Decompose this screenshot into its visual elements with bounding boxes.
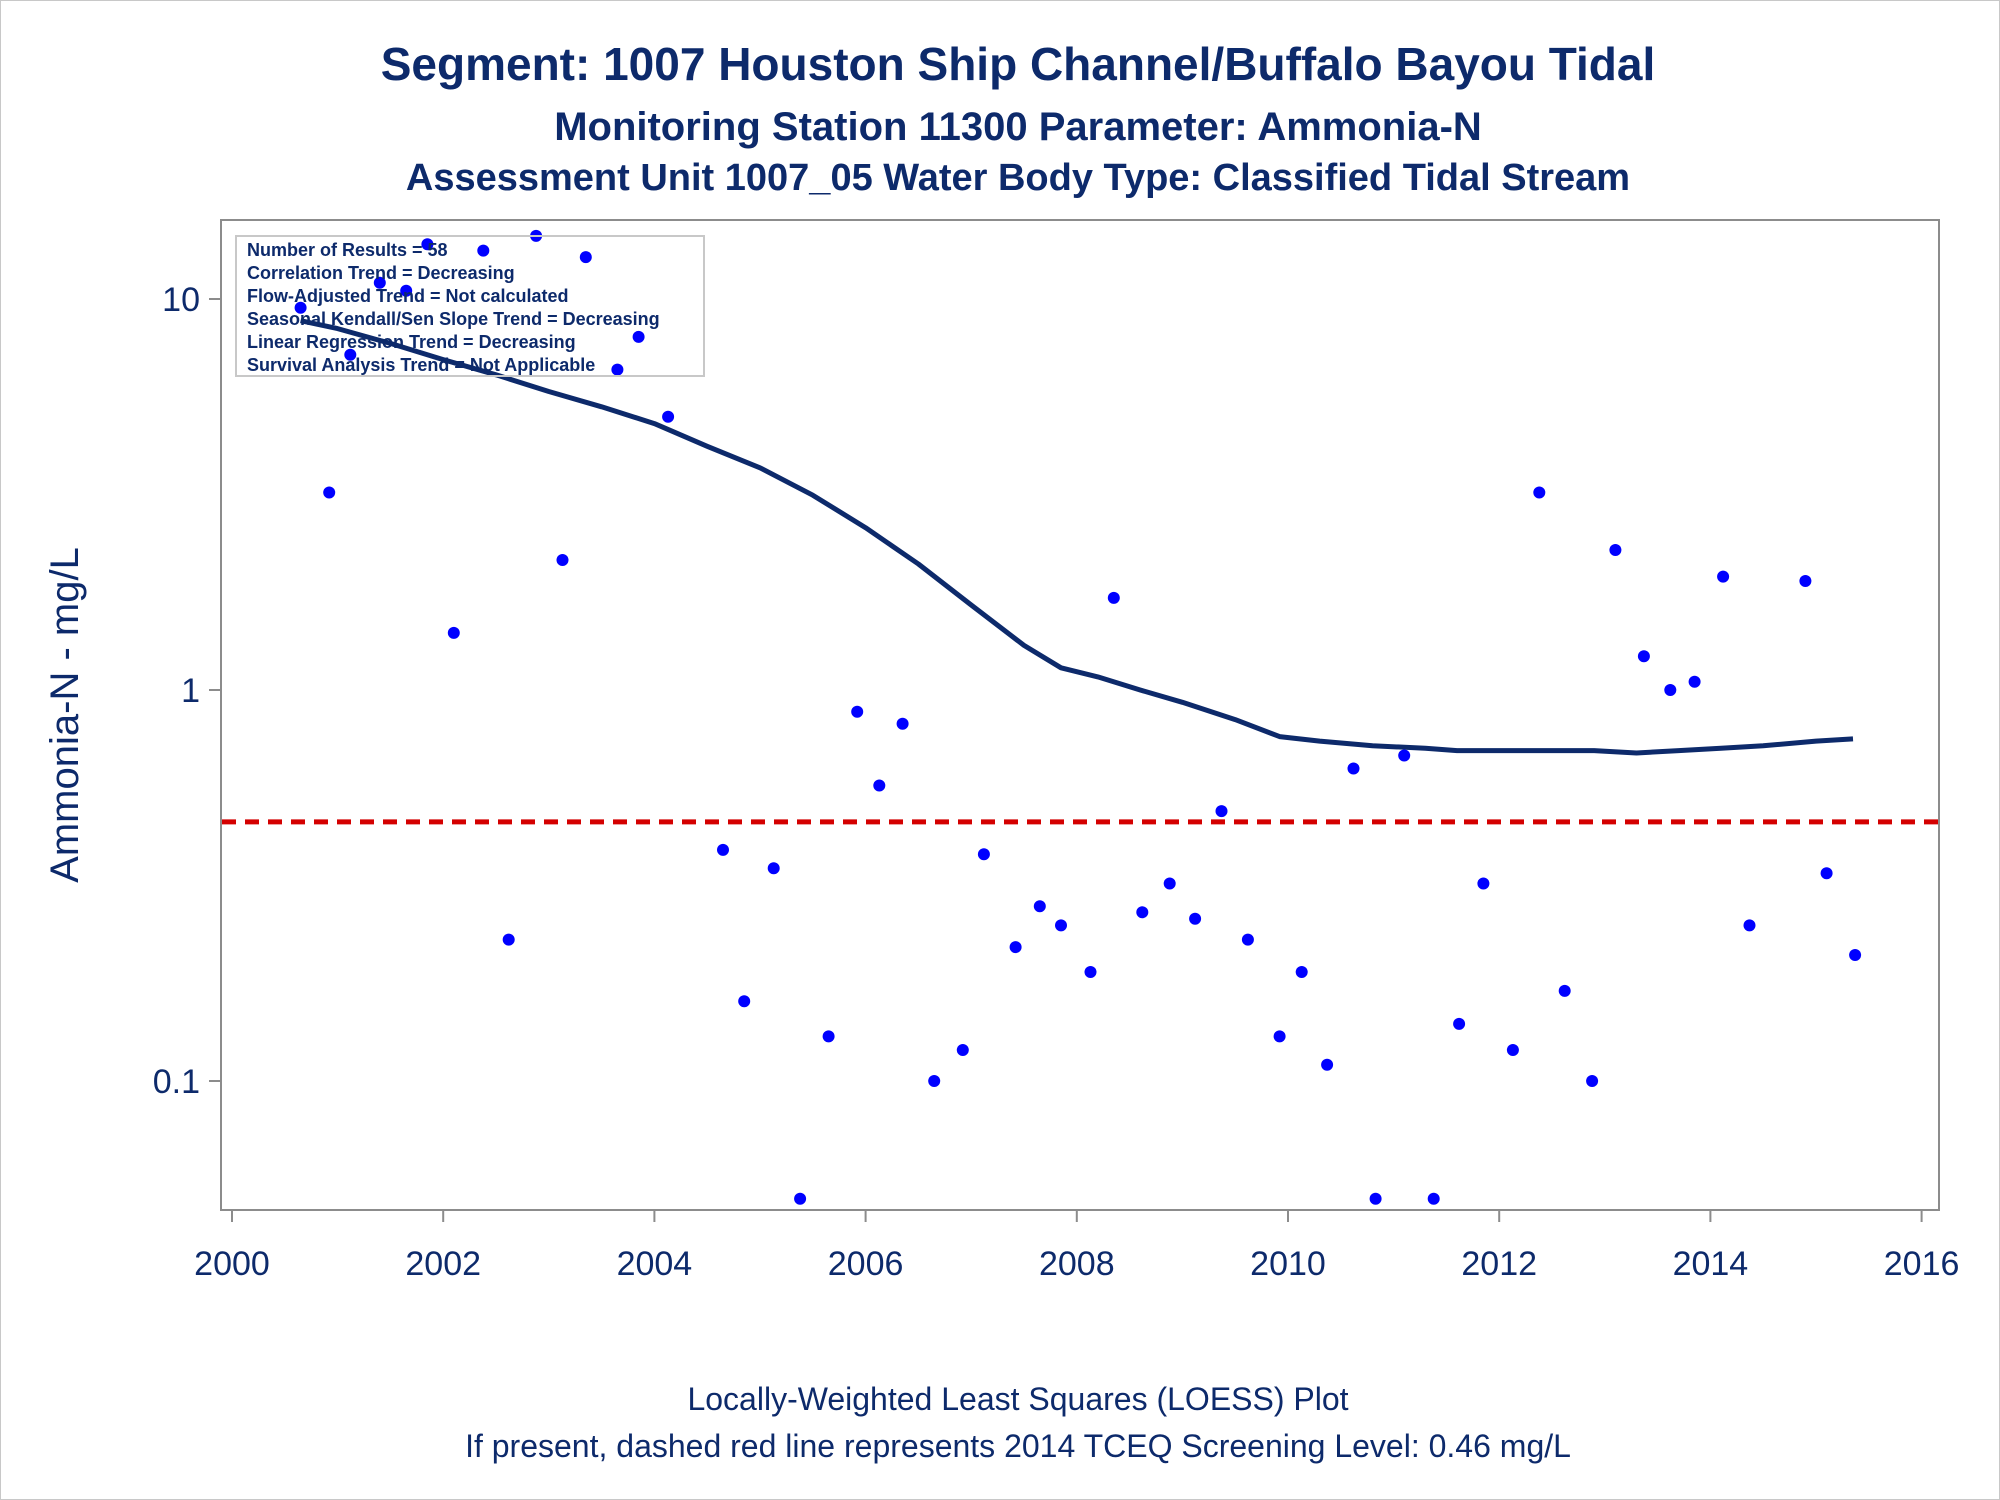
data-point bbox=[323, 486, 336, 499]
data-point bbox=[1398, 749, 1411, 762]
x-tick-label: 2012 bbox=[1461, 1245, 1537, 1283]
data-point bbox=[373, 276, 386, 289]
data-point bbox=[447, 626, 460, 639]
x-tick-label: 2014 bbox=[1673, 1245, 1749, 1283]
y-tick-label: 1 bbox=[181, 672, 200, 710]
legend-line-results: Number of Results = 58 bbox=[247, 240, 448, 260]
data-point bbox=[1453, 1017, 1466, 1030]
x-tick-label: 2006 bbox=[828, 1245, 904, 1283]
data-point bbox=[1273, 1030, 1286, 1043]
data-points bbox=[294, 229, 1862, 1205]
plot-area bbox=[220, 219, 1940, 1211]
data-point bbox=[1533, 486, 1546, 499]
loess-curve bbox=[300, 318, 1854, 756]
chart-title: Segment: 1007 Houston Ship Channel/Buffa… bbox=[381, 38, 1656, 90]
legend-line-seasonal-kendall: Seasonal Kendall/Sen Slope Trend = Decre… bbox=[247, 309, 660, 329]
data-point bbox=[1586, 1075, 1599, 1087]
data-point bbox=[1717, 570, 1730, 583]
data-point bbox=[822, 1030, 835, 1043]
data-point bbox=[767, 862, 780, 875]
data-point bbox=[1743, 919, 1756, 932]
chart-subtitle: Monitoring Station 11300 Parameter: Ammo… bbox=[554, 105, 1482, 149]
x-tick-label: 2008 bbox=[1039, 1245, 1115, 1283]
chart-subtitle-2: Assessment Unit 1007_05 Water Body Type:… bbox=[406, 157, 1630, 199]
data-point bbox=[1664, 684, 1677, 696]
data-point bbox=[873, 779, 886, 792]
y-tick-label: 0.1 bbox=[153, 1063, 200, 1101]
data-point bbox=[1009, 941, 1022, 954]
data-point bbox=[1347, 762, 1360, 775]
data-point bbox=[477, 244, 490, 257]
y-axis: 0.1 1 10 bbox=[153, 281, 221, 1101]
x-tick-label: 2000 bbox=[194, 1245, 270, 1283]
y-tick-label: 10 bbox=[162, 281, 200, 319]
data-point bbox=[1189, 912, 1202, 925]
data-point bbox=[344, 348, 357, 361]
data-point bbox=[1558, 984, 1571, 997]
data-point bbox=[1321, 1058, 1334, 1071]
data-point bbox=[1799, 575, 1812, 587]
footnote-loess: Locally-Weighted Least Squares (LOESS) P… bbox=[687, 1381, 1348, 1417]
data-point bbox=[294, 301, 307, 314]
data-point bbox=[1688, 675, 1701, 688]
data-point bbox=[977, 848, 990, 861]
x-tick-label: 2016 bbox=[1884, 1245, 1960, 1283]
data-point bbox=[1055, 919, 1067, 932]
data-point bbox=[717, 843, 729, 856]
y-axis-label: Ammonia-N - mg/L bbox=[43, 547, 87, 883]
data-point bbox=[1136, 906, 1149, 919]
x-tick-label: 2010 bbox=[1250, 1245, 1326, 1283]
data-point bbox=[1609, 544, 1622, 556]
data-point bbox=[1427, 1192, 1440, 1205]
data-point bbox=[896, 717, 909, 730]
data-point bbox=[956, 1044, 969, 1056]
data-point bbox=[1820, 867, 1833, 880]
data-point bbox=[502, 933, 515, 946]
data-point bbox=[851, 705, 864, 718]
data-point bbox=[400, 284, 413, 297]
data-point bbox=[1163, 877, 1176, 890]
legend-line-correlation: Correlation Trend = Decreasing bbox=[247, 263, 515, 283]
data-point bbox=[1107, 591, 1120, 604]
x-tick-label: 2002 bbox=[405, 1245, 481, 1283]
legend-line-flow-adjusted: Flow-Adjusted Trend = Not calculated bbox=[247, 286, 569, 306]
legend-line-linear-regression: Linear Regression Trend = Decreasing bbox=[247, 332, 576, 352]
data-point bbox=[1849, 949, 1862, 961]
data-point bbox=[611, 363, 624, 376]
data-point bbox=[1295, 966, 1308, 978]
legend-box: Number of Results = 58 Correlation Trend… bbox=[235, 235, 705, 377]
data-point bbox=[738, 995, 751, 1008]
data-point bbox=[421, 238, 434, 251]
data-point bbox=[1506, 1044, 1519, 1056]
data-point bbox=[794, 1192, 807, 1205]
data-point bbox=[556, 554, 569, 566]
data-point bbox=[1033, 900, 1046, 913]
data-point bbox=[1084, 966, 1097, 978]
data-point bbox=[579, 251, 592, 264]
data-point bbox=[1215, 805, 1228, 818]
data-point bbox=[928, 1075, 941, 1087]
data-point bbox=[1637, 650, 1650, 663]
data-point bbox=[1369, 1192, 1382, 1205]
data-point bbox=[1477, 877, 1490, 890]
legend-line-survival: Survival Analysis Trend = Not Applicable bbox=[247, 355, 595, 375]
x-tick-label: 2004 bbox=[617, 1245, 693, 1283]
x-axis: 2000 2002 2004 2006 2008 2010 2012 2014 2016 bbox=[194, 1210, 1959, 1283]
data-point bbox=[662, 410, 675, 423]
footnote-screening: If present, dashed red line represents 2… bbox=[465, 1428, 1571, 1464]
loess-line bbox=[300, 318, 1854, 756]
data-point bbox=[632, 330, 645, 343]
data-point bbox=[1241, 933, 1254, 946]
